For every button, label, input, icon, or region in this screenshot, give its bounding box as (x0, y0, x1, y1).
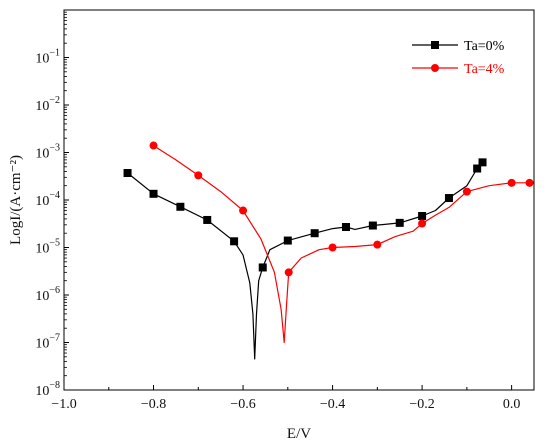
data-point-ta-4- (239, 206, 248, 215)
series-layer (123, 141, 534, 360)
data-point-ta-0- (395, 218, 404, 227)
x-axis-title: E/V (287, 426, 311, 442)
series-line-ta-0- (127, 162, 483, 360)
y-tick-label: 10−6 (35, 285, 60, 304)
data-point-ta-4- (149, 141, 158, 150)
y-tick-label: 10−4 (35, 190, 60, 209)
data-point-ta-0- (473, 164, 482, 173)
x-tick-label: −0.4 (320, 397, 345, 412)
legend-label-ta4: Ta=4% (464, 62, 505, 77)
legend-marker-ta0 (431, 41, 439, 49)
legend: Ta=0% Ta=4% (412, 39, 505, 77)
x-tick-label: −0.2 (409, 397, 434, 412)
data-point-ta-0- (310, 229, 319, 238)
y-tick-label: 10−2 (35, 95, 60, 114)
y-tick-label: 10−7 (35, 333, 60, 352)
data-point-ta-0- (368, 221, 377, 230)
x-axis: −1.0 −0.8 −0.6 −0.4 −0.2 0.0 (51, 385, 520, 412)
data-point-ta-4- (418, 219, 427, 228)
data-point-ta-0- (283, 236, 292, 245)
legend-label-ta0: Ta=0% (464, 39, 505, 54)
legend-marker-ta4 (431, 64, 439, 72)
data-point-ta-0- (176, 202, 185, 211)
data-point-ta-4- (284, 268, 293, 277)
y-tick-label: 10−1 (35, 48, 60, 67)
data-point-ta-0- (342, 223, 350, 232)
x-tick-label: −0.8 (141, 397, 166, 412)
data-point-ta-4- (328, 243, 337, 252)
data-point-ta-0- (478, 158, 487, 167)
data-point-ta-0- (149, 189, 158, 198)
data-point-ta-4- (373, 240, 382, 249)
data-point-ta-0- (230, 237, 239, 246)
data-point-ta-4- (525, 178, 534, 187)
data-point-ta-4- (462, 187, 471, 196)
y-axis-title: LogI/(A·cm⁻²) (8, 155, 24, 245)
data-point-ta-0- (418, 212, 427, 221)
data-point-ta-4- (507, 178, 516, 187)
data-point-ta-0- (444, 194, 453, 203)
data-point-ta-4- (194, 171, 203, 180)
data-point-ta-0- (203, 215, 212, 224)
x-tick-label: 0.0 (503, 397, 521, 412)
x-tick-label: −1.0 (51, 397, 76, 412)
x-tick-label: −0.6 (230, 397, 255, 412)
data-point-ta-0- (123, 169, 132, 178)
y-tick-label: 10−3 (35, 143, 60, 162)
data-point-ta-0- (258, 263, 267, 272)
y-tick-label: 10−5 (35, 238, 60, 257)
